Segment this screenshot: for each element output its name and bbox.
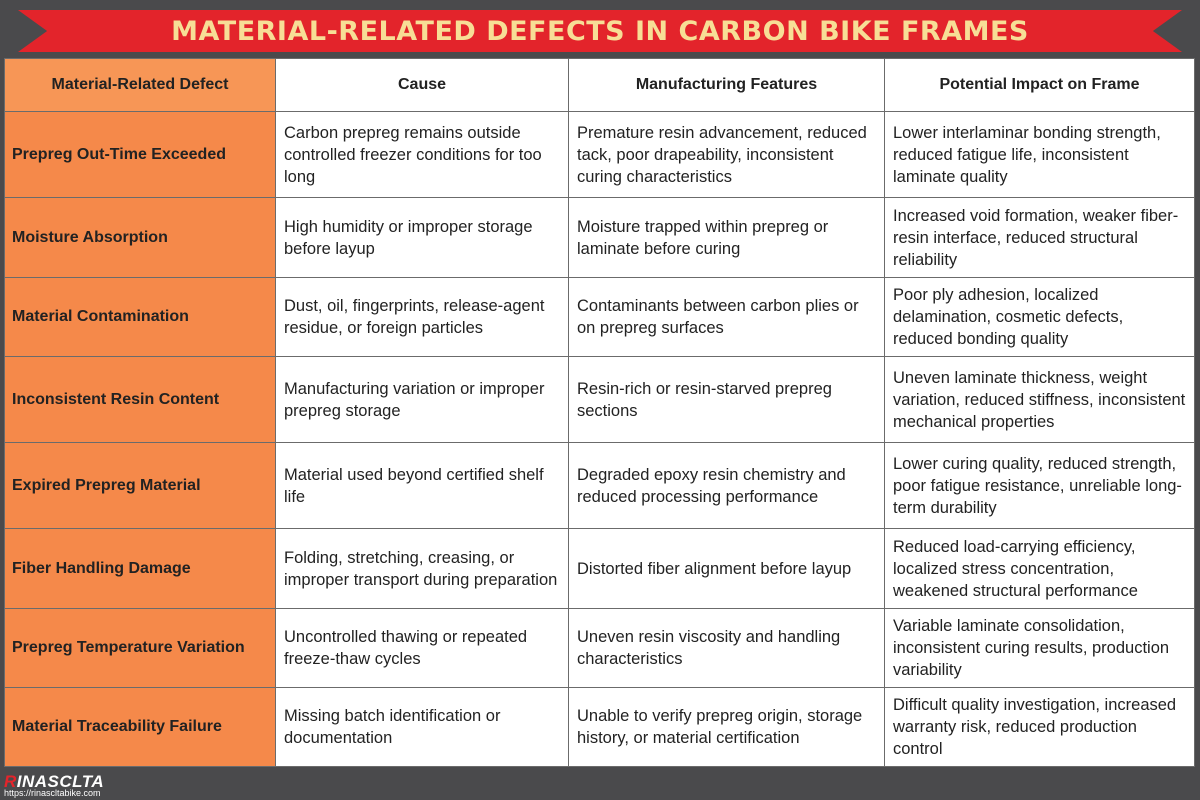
brand-logo: RINASCLTA https://rinascltabike.com [4, 772, 144, 798]
defect-cell: Prepreg Temperature Variation [4, 608, 276, 688]
website-url: https://rinascltabike.com [4, 788, 101, 798]
features-cell: Premature resin advancement, reduced tac… [568, 111, 885, 198]
defect-cell: Prepreg Out-Time Exceeded [4, 111, 276, 198]
table-row: Moisture Absorption High humidity or imp… [4, 197, 1195, 278]
features-cell: Unable to verify prepreg origin, storage… [568, 687, 885, 767]
table-row: Expired Prepreg Material Material used b… [4, 442, 1195, 529]
impact-cell: Difficult quality investigation, increas… [884, 687, 1195, 767]
table-row: Prepreg Temperature Variation Uncontroll… [4, 608, 1195, 688]
impact-cell: Uneven laminate thickness, weight variat… [884, 356, 1195, 443]
impact-cell: Poor ply adhesion, localized delaminatio… [884, 277, 1195, 357]
defect-cell: Moisture Absorption [4, 197, 276, 278]
impact-cell: Reduced load-carrying efficiency, locali… [884, 528, 1195, 609]
column-header-features: Manufacturing Features [568, 58, 885, 112]
defect-cell: Material Traceability Failure [4, 687, 276, 767]
cause-cell: Missing batch identification or document… [275, 687, 569, 767]
cause-cell: Carbon prepreg remains outside controlle… [275, 111, 569, 198]
defects-table: Material-Related Defect Cause Manufactur… [4, 58, 1195, 767]
defect-cell: Fiber Handling Damage [4, 528, 276, 609]
features-cell: Moisture trapped within prepreg or lamin… [568, 197, 885, 278]
cause-cell: High humidity or improper storage before… [275, 197, 569, 278]
table-row: Fiber Handling Damage Folding, stretchin… [4, 528, 1195, 609]
features-cell: Distorted fiber alignment before layup [568, 528, 885, 609]
cause-cell: Dust, oil, fingerprints, release-agent r… [275, 277, 569, 357]
features-cell: Degraded epoxy resin chemistry and reduc… [568, 442, 885, 529]
cause-cell: Uncontrolled thawing or repeated freeze-… [275, 608, 569, 688]
features-cell: Resin-rich or resin-starved prepreg sect… [568, 356, 885, 443]
title-banner: MATERIAL-RELATED DEFECTS IN CARBON BIKE … [18, 10, 1182, 52]
column-header-cause: Cause [275, 58, 569, 112]
impact-cell: Variable laminate consolidation, inconsi… [884, 608, 1195, 688]
features-cell: Contaminants between carbon plies or on … [568, 277, 885, 357]
logo-rest: INASCLTA [16, 772, 105, 791]
cause-cell: Material used beyond certified shelf lif… [275, 442, 569, 529]
table-row: Material Traceability Failure Missing ba… [4, 687, 1195, 767]
column-header-impact: Potential Impact on Frame [884, 58, 1195, 112]
defect-cell: Expired Prepreg Material [4, 442, 276, 529]
impact-cell: Lower curing quality, reduced strength, … [884, 442, 1195, 529]
cause-cell: Manufacturing variation or improper prep… [275, 356, 569, 443]
defect-cell: Material Contamination [4, 277, 276, 357]
logo-first-letter: R [4, 772, 17, 791]
header-area: MATERIAL-RELATED DEFECTS IN CARBON BIKE … [0, 0, 1200, 56]
table-row: Material Contamination Dust, oil, finger… [4, 277, 1195, 357]
table-row: Prepreg Out-Time Exceeded Carbon prepreg… [4, 111, 1195, 198]
cause-cell: Folding, stretching, creasing, or improp… [275, 528, 569, 609]
column-header-defect: Material-Related Defect [4, 58, 276, 112]
features-cell: Uneven resin viscosity and handling char… [568, 608, 885, 688]
impact-cell: Lower interlaminar bonding strength, red… [884, 111, 1195, 198]
logo-wordmark: RINASCLTA [4, 772, 104, 792]
impact-cell: Increased void formation, weaker fiber-r… [884, 197, 1195, 278]
defect-cell: Inconsistent Resin Content [4, 356, 276, 443]
table-row: Inconsistent Resin Content Manufacturing… [4, 356, 1195, 443]
page-title: MATERIAL-RELATED DEFECTS IN CARBON BIKE … [171, 15, 1029, 47]
table-header-row: Material-Related Defect Cause Manufactur… [4, 58, 1195, 112]
